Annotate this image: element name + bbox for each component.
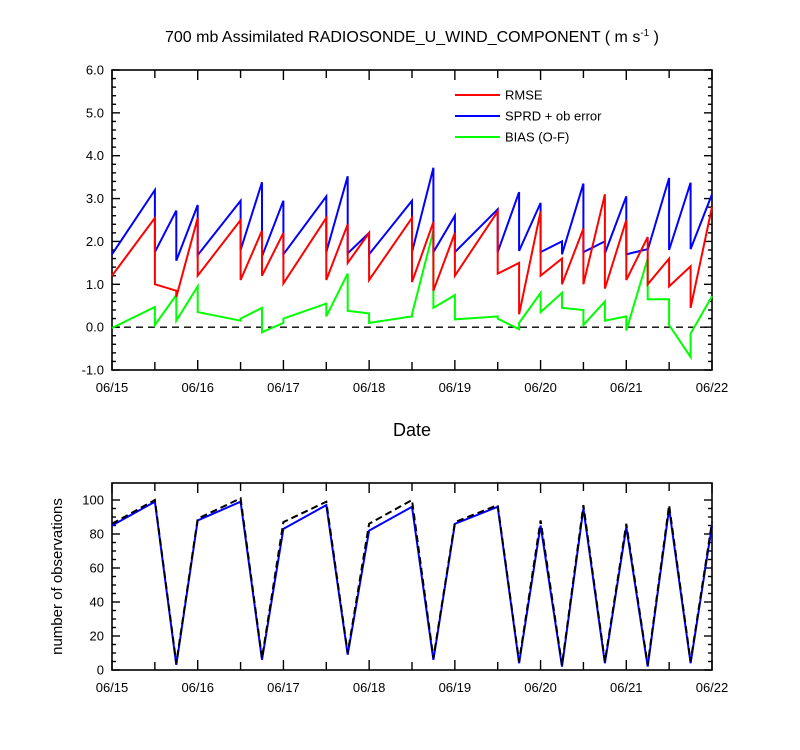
series-line-bias-o-f — [111, 230, 713, 361]
y-tick-label: 0.0 — [86, 320, 104, 335]
y-tick-label: 4.0 — [86, 148, 104, 163]
x-tick-label: 06/20 — [524, 380, 557, 395]
y-tick-label: 80 — [90, 527, 104, 542]
y-tick-label: 2.0 — [86, 234, 104, 249]
y-tick-label: 100 — [82, 493, 104, 508]
y-axis-label: number of observations — [49, 498, 66, 655]
y-tick-label: 6.0 — [86, 63, 104, 78]
x-tick-label: 06/17 — [267, 680, 300, 695]
series-line-possible — [111, 496, 713, 666]
x-tick-label: 06/18 — [353, 380, 386, 395]
y-tick-label: 1.0 — [86, 277, 104, 292]
y-tick-label: 40 — [90, 595, 104, 610]
chart-title: 700 mb Assimilated RADIOSONDE_U_WIND_COM… — [165, 28, 659, 46]
x-axis-label: Date — [393, 420, 431, 440]
x-tick-label: 06/16 — [181, 680, 214, 695]
chart-panel-2: 0 20 40 60 80 100 06/15 06/16 06/17 06/18 06/19 06/… — [49, 482, 729, 695]
legend: RMSE SPRD + ob error BIAS (O-F) — [455, 88, 602, 145]
legend-label: BIAS (O-F) — [505, 130, 569, 145]
x-tick-label: 06/22 — [696, 680, 729, 695]
series-line-rmse — [111, 194, 713, 315]
series-line-assimilated — [111, 500, 713, 667]
legend-label: RMSE — [505, 88, 543, 103]
x-tick-label: 06/15 — [96, 680, 129, 695]
x-tick-label: 06/16 — [181, 380, 214, 395]
x-tick-label: 06/20 — [524, 680, 557, 695]
x-tick-label: 06/19 — [439, 680, 472, 695]
x-tick-label: 06/18 — [353, 680, 386, 695]
x-tick-label: 06/21 — [610, 680, 643, 695]
chart-panel-1: -1.0 0.0 1.0 2.0 3.0 4.0 5.0 6.0 06/15 06/16 06/17… — [82, 28, 729, 440]
x-tick-label: 06/15 — [96, 380, 129, 395]
legend-label: SPRD + ob error — [505, 109, 602, 124]
y-tick-label: 5.0 — [86, 105, 104, 120]
y-tick-label: 3.0 — [86, 191, 104, 206]
x-tick-label: 06/17 — [267, 380, 300, 395]
y-tick-label: -1.0 — [82, 363, 104, 378]
x-tick-label: 06/22 — [696, 380, 729, 395]
y-tick-label: 0 — [97, 663, 104, 678]
y-tick-label: 20 — [90, 629, 104, 644]
x-tick-label: 06/21 — [610, 380, 643, 395]
y-tick-label: 60 — [90, 561, 104, 576]
x-tick-label: 06/19 — [439, 380, 472, 395]
